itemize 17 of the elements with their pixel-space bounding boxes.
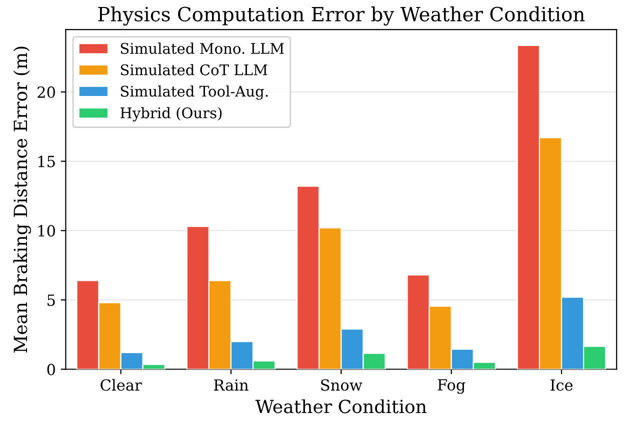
x-tick-label: Ice bbox=[550, 379, 573, 391]
y-axis-title: Mean Braking Distance Error (m) bbox=[13, 46, 32, 353]
legend-label: Simulated Mono. LLM bbox=[120, 42, 284, 54]
x-tick-label: Fog bbox=[438, 379, 466, 394]
x-tick-label: Clear bbox=[100, 378, 142, 391]
legend-label: Hybrid (Ours) bbox=[120, 107, 222, 122]
y-tick-label: 5 bbox=[48, 294, 55, 306]
legend-label: Simulated CoT LLM bbox=[120, 64, 268, 76]
x-tick-label: Rain bbox=[214, 379, 248, 391]
y-tick-label: 15 bbox=[38, 156, 55, 168]
chart-title: Physics Computation Error by Weather Condition bbox=[98, 6, 585, 26]
x-tick-label: Snow bbox=[321, 379, 362, 391]
y-tick-label: 0 bbox=[47, 364, 55, 376]
y-tick-label: 20 bbox=[38, 86, 55, 98]
legend-label: Simulated Tool-Aug. bbox=[120, 85, 268, 100]
y-tick-label: 10 bbox=[38, 225, 55, 237]
x-axis-title: Weather Condition bbox=[255, 399, 426, 414]
